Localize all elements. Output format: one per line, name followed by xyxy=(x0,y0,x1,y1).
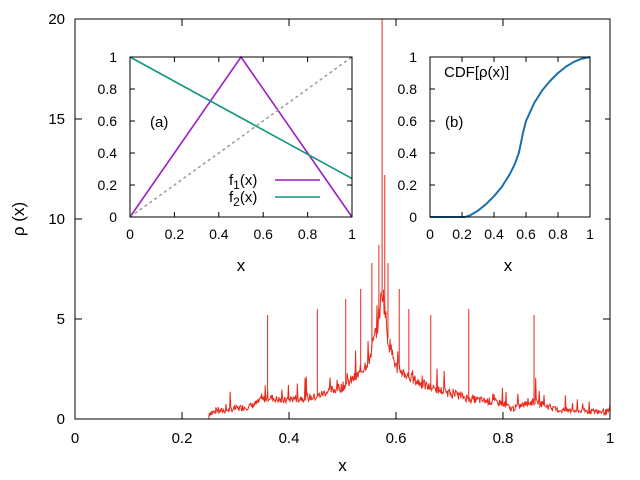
inset-a: 0 0.2 0.4 0.6 0.8 100.20.40.60.81 (a) x f1(x)… xyxy=(95,40,365,280)
inset-b-y-tick-label: 0 xyxy=(409,209,417,225)
inset-a-y-tick-label: 0 xyxy=(109,209,117,225)
inset-a-x-tick-label: 0 xyxy=(126,226,134,242)
main-x-axis-label: x xyxy=(338,456,347,475)
inset-a-x-axis-label: x xyxy=(237,256,246,275)
main-y-tick-label: 20 xyxy=(48,11,65,28)
inset-a-x-tick-label: 0.6 xyxy=(253,226,273,242)
inset-b: 0 0.2 0.4 0.6 0.8 1 0 0.2 0.4 0.6 0.8 1 (b) CDF[ρ(x… xyxy=(395,40,605,280)
main-y-tick-label: 15 xyxy=(48,111,65,128)
inset-b-x-axis-label: x xyxy=(504,256,513,275)
chart-canvas: 0 0.2 0.4 0.6 0.8 105101520 x ρ (x) 0 0.2 0.4 0.… xyxy=(0,0,640,480)
inset-b-y-tick-label: 1 xyxy=(409,49,417,65)
inset-b-y-tick-label: 0.2 xyxy=(398,177,418,193)
inset-b-x-tick-label: 0.2 xyxy=(452,226,472,242)
inset-a-y-tick-label: 1 xyxy=(109,49,117,65)
main-y-tick-label: 5 xyxy=(57,311,65,328)
inset-b-y-tick-label: 0.8 xyxy=(398,81,418,97)
main-x-tick-label: 0.4 xyxy=(279,430,300,447)
inset-b-annotation: (b) xyxy=(445,114,463,131)
main-x-tick-label: 1 xyxy=(606,430,614,447)
inset-b-x-tick-label: 0.8 xyxy=(548,226,568,242)
inset-b-title: CDF[ρ(x)] xyxy=(444,64,509,81)
inset-a-y-tick-label: 0.8 xyxy=(98,81,118,97)
inset-b-x-tick-label: 0.4 xyxy=(484,226,504,242)
inset-b-y-tick-label: 0.4 xyxy=(398,145,418,161)
inset-a-x-tick-label: 1 xyxy=(348,226,356,242)
inset-b-x-tick-label: 1 xyxy=(586,226,594,242)
inset-a-x-tick-label: 0.2 xyxy=(165,226,185,242)
main-x-tick-label: 0.6 xyxy=(386,430,407,447)
inset-a-y-tick-label: 0.6 xyxy=(98,113,118,129)
main-x-tick-label: 0.8 xyxy=(493,430,514,447)
legend-label-tail: (x) xyxy=(240,172,258,189)
inset-b-y-tick-label: 0.6 xyxy=(398,113,418,129)
legend-label-tail: (x) xyxy=(240,189,258,206)
inset-a-y-tick-label: 0.2 xyxy=(98,177,118,193)
inset-a-x-tick-label: 0.8 xyxy=(298,226,318,242)
main-y-axis-label: ρ (x) xyxy=(9,202,28,236)
inset-b-x-tick-label: 0.6 xyxy=(516,226,536,242)
main-y-tick-label: 10 xyxy=(48,211,65,228)
main-y-tick-label: 0 xyxy=(57,411,65,428)
inset-a-y-tick-label: 0.4 xyxy=(98,145,118,161)
main-x-tick-label: 0.2 xyxy=(172,430,193,447)
inset-a-x-tick-label: 0.4 xyxy=(209,226,229,242)
inset-a-annotation: (a) xyxy=(150,114,168,131)
main-x-tick-label: 0 xyxy=(71,430,79,447)
inset-b-x-tick-label: 0 xyxy=(426,226,434,242)
